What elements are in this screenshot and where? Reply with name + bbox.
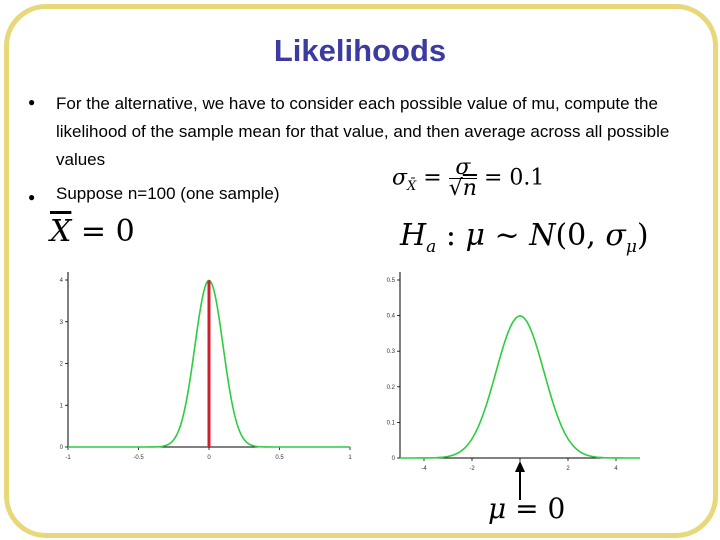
chart2-y-tick-label: 0.3 xyxy=(387,349,396,355)
bullet-2: Suppose n=100 (one sample) xyxy=(56,184,280,203)
chart2-x-tick-label: -2 xyxy=(469,466,475,472)
chart1-y-tick-label: 3 xyxy=(60,320,64,326)
chart2-x-tick-label: 4 xyxy=(614,466,618,472)
chart1-x-tick-label: -1 xyxy=(65,455,71,461)
chart2-x-tick-label: -4 xyxy=(421,466,427,472)
sigma-xbar-equation: σX̄ = σ √n = 0.1 xyxy=(392,155,545,201)
mu-equation: μ = 0 xyxy=(488,492,566,525)
chart2-y-tick-label: 0.5 xyxy=(387,278,396,284)
xbar-equation: X = 0 xyxy=(50,214,135,249)
chart2-x-tick-label: 2 xyxy=(566,466,570,472)
chart2-mu-arrowhead xyxy=(515,461,525,472)
chart2-y-tick-label: 0.1 xyxy=(387,420,396,426)
chart1-y-tick-label: 1 xyxy=(60,403,64,409)
chart1-y-tick-label: 2 xyxy=(60,362,64,368)
chart1-x-tick-label: 0.5 xyxy=(275,455,284,461)
alt-hypothesis-equation: Ha : μ ~ N(0, σμ) xyxy=(400,218,649,257)
chart2-y-tick-label: 0.2 xyxy=(387,385,396,391)
slide-frame xyxy=(4,4,718,538)
chart2-y-tick-label: 0 xyxy=(392,456,396,462)
chart1-x-tick-label: 1 xyxy=(348,455,352,461)
chart1-y-tick-label: 0 xyxy=(60,445,64,451)
bullet-1: For the alternative, we have to consider… xyxy=(56,94,670,169)
bullet-dot-1: ● xyxy=(28,95,36,109)
chart1-x-tick-label: -0.5 xyxy=(133,455,144,461)
bullet-dot-2: ● xyxy=(28,190,36,204)
chart2-y-tick-label: 0.4 xyxy=(387,314,396,320)
slide-title: Likelihoods xyxy=(273,33,447,68)
chart1-y-tick-label: 4 xyxy=(60,278,64,284)
chart2-density-curve xyxy=(400,315,640,459)
chart1-x-tick-label: 0 xyxy=(207,455,211,461)
